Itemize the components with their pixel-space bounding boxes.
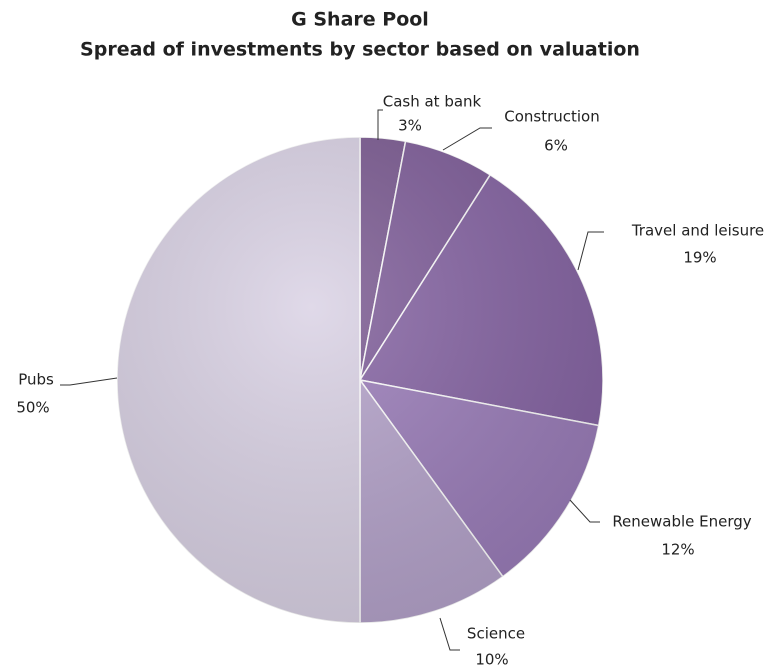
leader-lines	[60, 109, 604, 651]
slice-label: Construction	[504, 108, 600, 126]
chart-subtitle: Spread of investments by sector based on…	[80, 39, 640, 61]
pie-slice	[116, 136, 361, 624]
labels: Cash at bank 3% Construction 6% Travel and l…	[16, 93, 764, 669]
slice-label: Cash at bank	[383, 93, 482, 111]
slice-value-label: 50%	[16, 399, 49, 417]
slice-label: Travel and leisure	[631, 222, 764, 240]
slice-value-label: 19%	[683, 249, 716, 267]
chart-title: G Share Pool	[291, 9, 429, 31]
slice-label: Pubs	[18, 371, 54, 389]
slice-value-label: 10%	[475, 651, 508, 669]
leader-line	[577, 231, 604, 271]
slice-label: Renewable Energy	[612, 513, 751, 531]
leader-line	[569, 499, 600, 523]
slice-value-label: 3%	[398, 117, 422, 135]
leader-line	[60, 377, 118, 386]
leader-line	[439, 617, 460, 651]
leader-line	[442, 127, 492, 151]
leader-line	[377, 109, 383, 140]
slice-value-label: 12%	[661, 541, 694, 559]
slice-label: Science	[467, 625, 525, 643]
slice-value-label: 6%	[544, 137, 568, 155]
pie	[116, 136, 604, 624]
